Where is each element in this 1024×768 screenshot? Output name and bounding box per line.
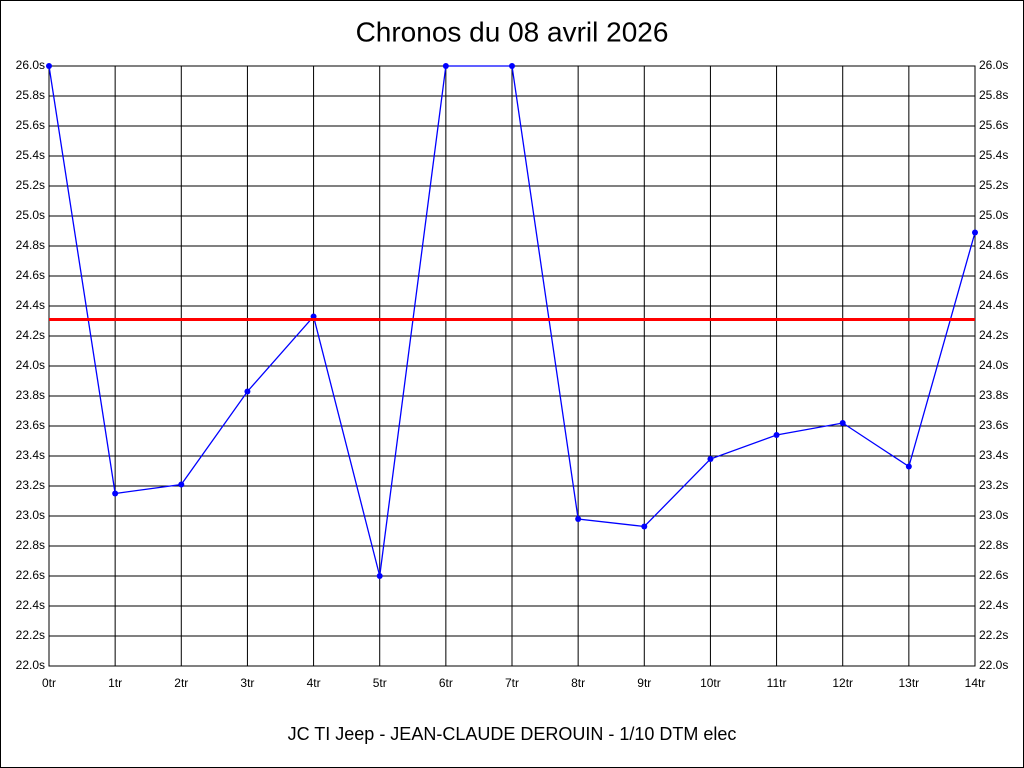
y-tick-label: 22.4s (16, 598, 45, 612)
y2-tick-label: 24.6s (979, 268, 1008, 282)
y2-tick-label: 25.0s (979, 208, 1008, 222)
y-tick-label: 24.8s (16, 238, 45, 252)
y2-tick-label: 23.2s (979, 478, 1008, 492)
y-tick-label: 23.6s (16, 418, 45, 432)
x-tick-label: 1tr (108, 676, 122, 690)
y2-tick-label: 24.4s (979, 298, 1008, 312)
x-tick-label: 3tr (240, 676, 254, 690)
x-tick-label: 7tr (505, 676, 519, 690)
x-tick-label: 11tr (767, 676, 787, 690)
y-tick-label: 23.4s (16, 448, 45, 462)
data-point (575, 516, 582, 522)
y2-tick-label: 23.8s (979, 388, 1008, 402)
data-point (46, 63, 52, 69)
x-tick-label: 2tr (174, 676, 188, 690)
y2-tick-label: 25.4s (979, 148, 1008, 162)
x-tick-label: 10tr (700, 676, 721, 690)
y2-tick-label: 25.8s (979, 88, 1008, 102)
data-point (972, 229, 978, 236)
y2-tick-label: 22.4s (979, 598, 1008, 612)
y-tick-label: 24.2s (16, 328, 45, 342)
data-point (178, 481, 185, 488)
chart-title: Chronos du 08 avril 2026 (356, 16, 669, 47)
y-tick-label: 25.8s (16, 88, 45, 102)
y-tick-label: 22.0s (16, 658, 45, 672)
x-tick-label: 14tr (965, 676, 986, 690)
y2-tick-label: 22.8s (979, 538, 1008, 552)
y2-tick-label: 22.2s (979, 628, 1008, 642)
data-point (707, 456, 714, 462)
y-tick-label: 22.2s (16, 628, 45, 642)
data-point (905, 463, 912, 470)
data-point (376, 573, 383, 579)
y2-tick-label: 24.2s (979, 328, 1008, 342)
data-point (839, 420, 846, 426)
y2-tick-label: 26.0s (979, 58, 1008, 72)
x-tick-label: 13tr (899, 676, 920, 690)
y2-tick-label: 23.4s (979, 448, 1008, 462)
y2-tick-label: 25.6s (979, 118, 1008, 132)
x-tick-label: 6tr (439, 676, 453, 690)
y-tick-label: 23.0s (16, 508, 45, 522)
y-tick-label: 22.6s (16, 568, 45, 582)
data-point (773, 432, 780, 438)
y-tick-label: 23.8s (16, 388, 45, 402)
y-tick-label: 25.4s (16, 148, 45, 162)
y2-tick-label: 25.2s (979, 178, 1008, 192)
y-tick-label: 25.2s (16, 178, 45, 192)
data-point (442, 63, 449, 69)
y2-tick-label: 24.8s (979, 238, 1008, 252)
data-point (509, 63, 515, 69)
x-tick-label: 12tr (832, 676, 853, 690)
y-tick-label: 22.8s (16, 538, 45, 552)
data-point (112, 490, 119, 497)
y-tick-label: 24.4s (16, 298, 45, 312)
x-tick-label: 0tr (42, 676, 56, 690)
y2-tick-label: 23.6s (979, 418, 1008, 432)
y2-tick-label: 23.0s (979, 508, 1008, 522)
x-tick-label: 4tr (307, 676, 321, 690)
x-tick-label: 5tr (373, 676, 387, 690)
x-tick-label: 8tr (571, 676, 585, 690)
y2-tick-label: 22.6s (979, 568, 1008, 582)
x-tick-label: 9tr (637, 676, 651, 690)
y-tick-label: 26.0s (16, 58, 45, 72)
chart-subtitle: JC TI Jeep - JEAN-CLAUDE DEROUIN - 1/10 … (288, 724, 737, 744)
y2-tick-label: 22.0s (979, 658, 1008, 672)
y-tick-label: 25.6s (16, 118, 45, 132)
data-point (244, 388, 251, 395)
y2-tick-label: 24.0s (979, 358, 1008, 372)
y-tick-label: 25.0s (16, 208, 45, 222)
y-tick-label: 24.0s (16, 358, 45, 372)
y-tick-label: 23.2s (16, 478, 45, 492)
y-tick-label: 24.6s (16, 268, 45, 282)
data-point (641, 523, 648, 530)
